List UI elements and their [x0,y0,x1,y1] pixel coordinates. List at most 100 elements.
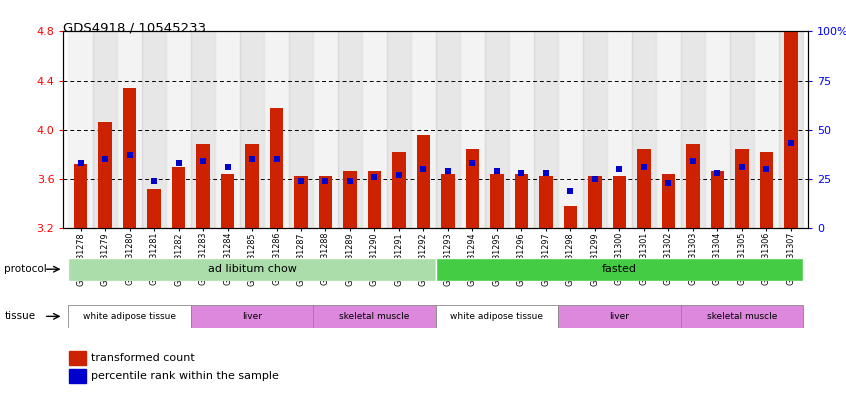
Bar [313,31,338,228]
Bar [343,171,357,228]
Bar [393,152,406,228]
Bar [442,174,454,228]
Text: skeletal muscle: skeletal muscle [339,312,409,321]
Bar [705,31,729,228]
Bar [270,108,283,228]
Bar [436,31,460,228]
Bar [288,31,313,228]
Bar [680,31,705,228]
Point [539,170,552,176]
Bar [245,145,259,228]
Bar [167,31,191,228]
Bar [729,31,754,228]
Bar [485,31,509,228]
Bar [319,176,332,228]
Bar [460,31,485,228]
Bar [558,305,680,328]
Bar [711,171,724,228]
Bar [191,305,313,328]
Point [74,160,87,166]
Bar [123,88,136,228]
Point [441,168,454,174]
Point [514,170,528,176]
Bar [387,31,411,228]
Text: transformed count: transformed count [91,353,195,363]
Bar [588,176,602,228]
Text: white adipose tissue: white adipose tissue [83,312,176,321]
Bar [191,31,215,228]
Bar [69,31,93,228]
Bar [514,174,528,228]
Bar [313,305,436,328]
Bar [93,31,118,228]
Point [393,172,406,178]
Bar [172,167,185,228]
Point [735,164,749,170]
Bar [778,31,803,228]
Bar [436,258,803,281]
Point [319,178,332,184]
Bar [563,206,577,228]
Bar [69,369,85,383]
Bar [784,31,798,228]
Bar [656,31,680,228]
Bar [662,174,675,228]
Bar [613,176,626,228]
Text: GDS4918 / 10545233: GDS4918 / 10545233 [63,22,206,35]
Bar [69,305,191,328]
Bar [74,164,87,228]
Text: percentile rank within the sample: percentile rank within the sample [91,371,279,381]
Point [368,174,382,180]
Bar [436,305,558,328]
Point [760,166,773,172]
Text: tissue: tissue [4,311,36,321]
Point [686,158,700,164]
Bar [362,31,387,228]
Bar [69,258,436,281]
Bar [147,189,161,228]
Text: ad libitum chow: ad libitum chow [207,264,296,274]
Point [637,164,651,170]
Bar [558,31,583,228]
Bar [754,31,778,228]
Point [172,160,185,166]
Bar [680,305,803,328]
Point [221,164,234,170]
Point [343,178,357,184]
Bar [368,171,382,228]
Point [196,158,210,164]
Bar [637,149,651,228]
Bar [264,31,288,228]
Point [588,176,602,182]
Point [270,156,283,162]
Bar [294,176,308,228]
Bar [221,174,234,228]
Bar [509,31,534,228]
Bar [215,31,239,228]
Bar [534,31,558,228]
Point [147,178,161,184]
Bar [98,122,112,228]
Text: skeletal muscle: skeletal muscle [706,312,777,321]
Point [711,170,724,176]
Bar [239,31,264,228]
Text: white adipose tissue: white adipose tissue [450,312,543,321]
Bar [735,149,749,228]
Point [123,152,136,158]
Bar [196,145,210,228]
Text: liver: liver [609,312,629,321]
Point [662,180,675,186]
Point [417,166,431,172]
Bar [465,149,479,228]
Point [784,140,798,147]
Bar [142,31,167,228]
Bar [411,31,436,228]
Text: protocol: protocol [4,264,47,274]
Bar [760,152,773,228]
Point [490,168,503,174]
Point [465,160,479,166]
Bar [607,31,632,228]
Bar [686,145,700,228]
Bar [118,31,142,228]
Text: fasted: fasted [602,264,637,274]
